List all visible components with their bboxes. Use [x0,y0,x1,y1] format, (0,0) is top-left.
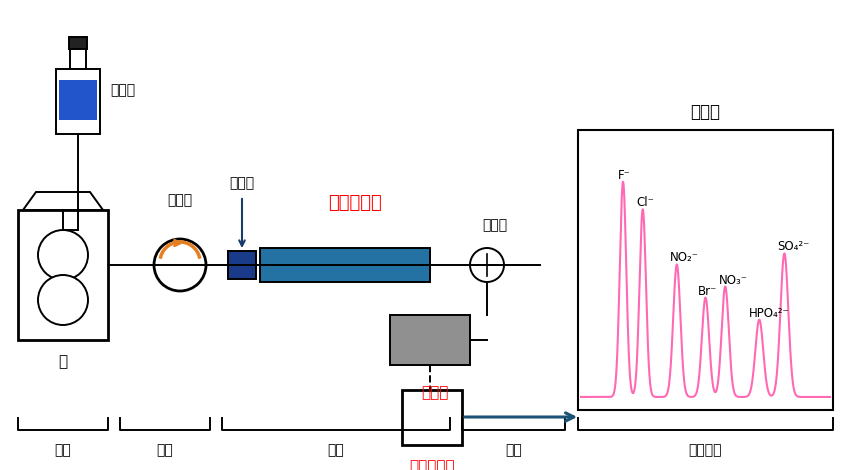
Text: 电导检测器: 电导检测器 [409,460,455,470]
Text: Br⁻: Br⁻ [698,285,717,298]
Circle shape [154,239,206,291]
Text: 检测: 检测 [505,443,522,457]
Bar [18,210,108,340]
Text: 保护柱: 保护柱 [230,176,255,190]
Text: 色谱图: 色谱图 [690,103,720,121]
Text: 泵: 泵 [58,354,68,369]
Bar [59,80,97,120]
Text: SO₄²⁻: SO₄²⁻ [778,241,810,253]
Bar [69,37,87,49]
Text: 检测池: 检测池 [483,218,507,232]
Bar [70,47,86,69]
Text: 进样器: 进样器 [168,193,192,207]
Text: 分离: 分离 [328,443,345,457]
Text: 流动相: 流动相 [110,83,136,97]
Text: 输液: 输液 [54,443,71,457]
Text: NO₃⁻: NO₃⁻ [719,274,748,287]
Text: 抑制器: 抑制器 [421,385,449,400]
Polygon shape [23,192,103,210]
Bar [578,130,833,410]
Text: HPO₄²⁻: HPO₄²⁻ [750,307,790,320]
Bar [390,315,470,365]
Text: 数据记录: 数据记录 [689,443,722,457]
Text: F⁻: F⁻ [617,169,630,182]
Circle shape [38,275,88,325]
Bar [402,390,462,445]
Bar [56,69,100,134]
Bar [260,248,430,282]
Text: 离子色谱柱: 离子色谱柱 [328,194,382,212]
Bar [228,251,256,279]
Text: 进样: 进样 [157,443,174,457]
Text: NO₂⁻: NO₂⁻ [670,251,699,265]
Text: Cl⁻: Cl⁻ [637,196,655,209]
Circle shape [470,248,504,282]
Circle shape [38,230,88,280]
